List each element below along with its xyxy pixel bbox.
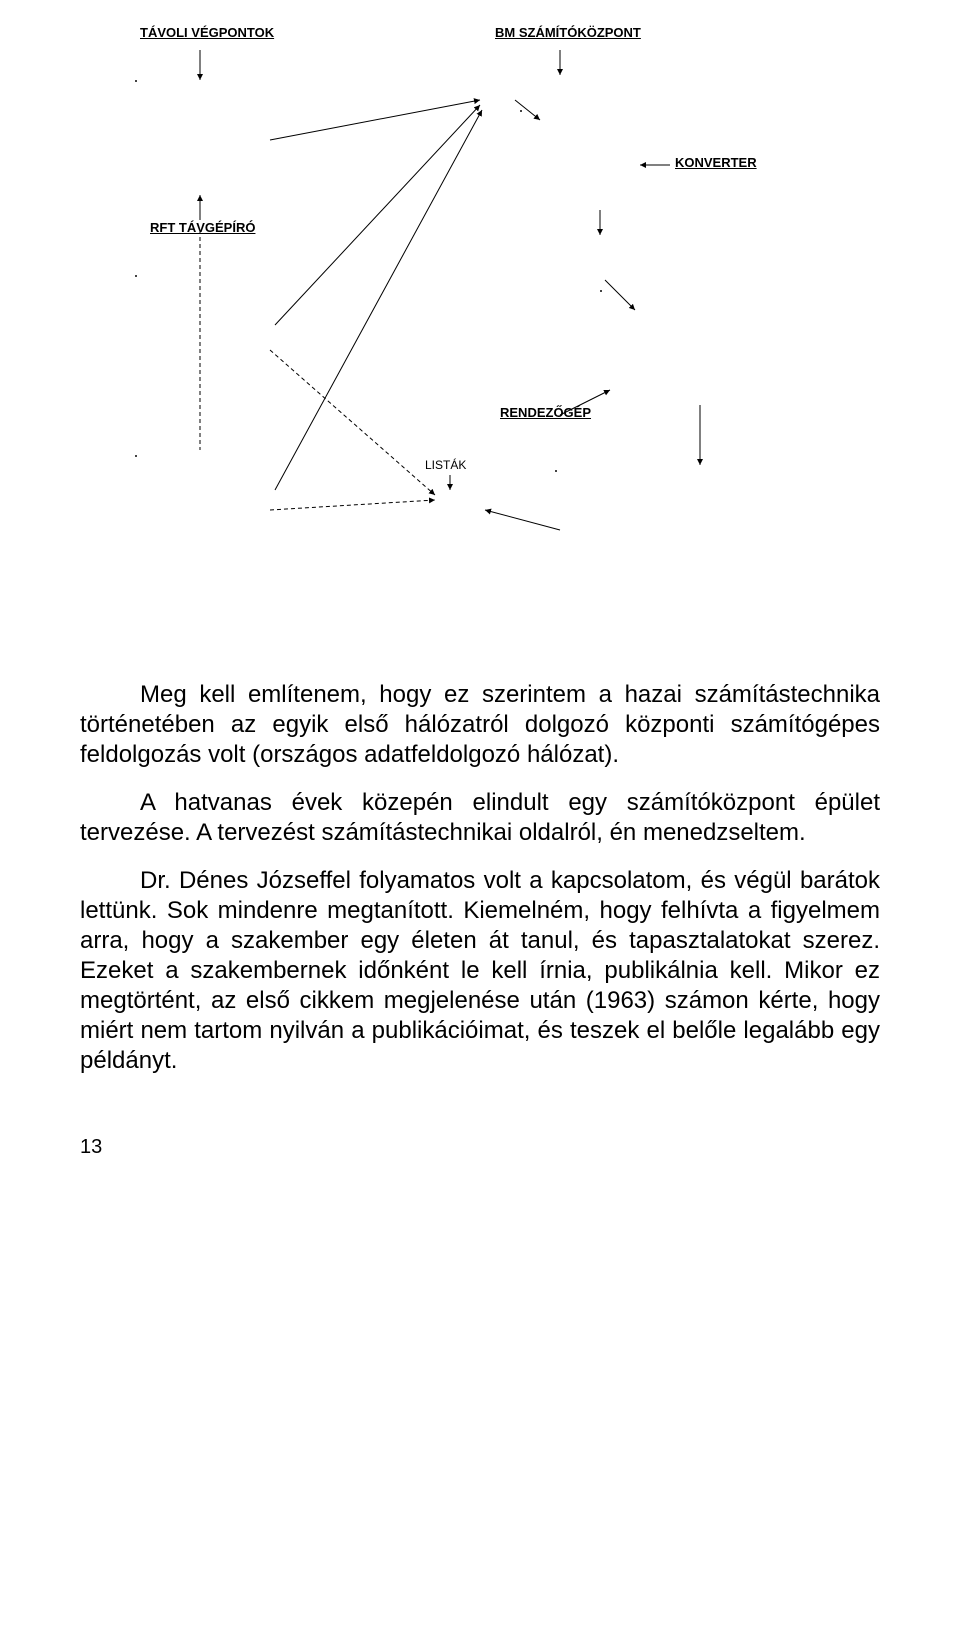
konverter-icon xyxy=(520,110,522,112)
label-rft: RFT TÁVGÉPÍRÓ xyxy=(150,220,255,239)
label-listak: LISTÁK xyxy=(425,458,466,476)
mainframe-icon xyxy=(555,470,557,472)
para3-text: Dr. Dénes Józseffel folyamatos volt a ka… xyxy=(80,867,880,1074)
paragraph-3: Dr. Dénes Józseffel folyamatos volt a ka… xyxy=(80,866,880,1076)
label-konverter: KONVERTER xyxy=(675,155,757,174)
teletype-icon xyxy=(135,275,137,277)
text-rft: RFT TÁVGÉPÍRÓ xyxy=(150,220,255,235)
text-listak: LISTÁK xyxy=(425,458,466,472)
teletype-icon xyxy=(135,455,137,457)
text-bm: BM SZÁMÍTÓKÖZPONT xyxy=(495,25,641,40)
label-bm-szamitokozpont: BM SZÁMÍTÓKÖZPONT xyxy=(495,25,641,44)
network-diagram: TÁVOLI VÉGPONTOK BM SZÁMÍTÓKÖZPONT RFT T… xyxy=(80,20,880,640)
paragraph-1: Meg kell említenem, hogy ez szerintem a … xyxy=(80,680,880,770)
para1-text: Meg kell említenem, hogy ez szerintem a … xyxy=(80,681,880,768)
text-rendezogep: RENDEZŐGÉP xyxy=(500,405,591,420)
diagram-arrows xyxy=(80,20,880,640)
teletype-icon xyxy=(135,80,137,82)
paragraph-2: A hatvanas évek közepén elindult egy szá… xyxy=(80,788,880,848)
text-konverter: KONVERTER xyxy=(675,155,757,170)
text-tavoli: TÁVOLI VÉGPONTOK xyxy=(140,25,274,40)
page-number: 13 xyxy=(80,1136,880,1159)
label-rendezogep: RENDEZŐGÉP xyxy=(500,405,591,424)
label-tavoli-vegpontok: TÁVOLI VÉGPONTOK xyxy=(140,25,274,44)
para2-text: A hatvanas évek közepén elindult egy szá… xyxy=(80,789,880,846)
sorter-icon xyxy=(600,290,602,292)
